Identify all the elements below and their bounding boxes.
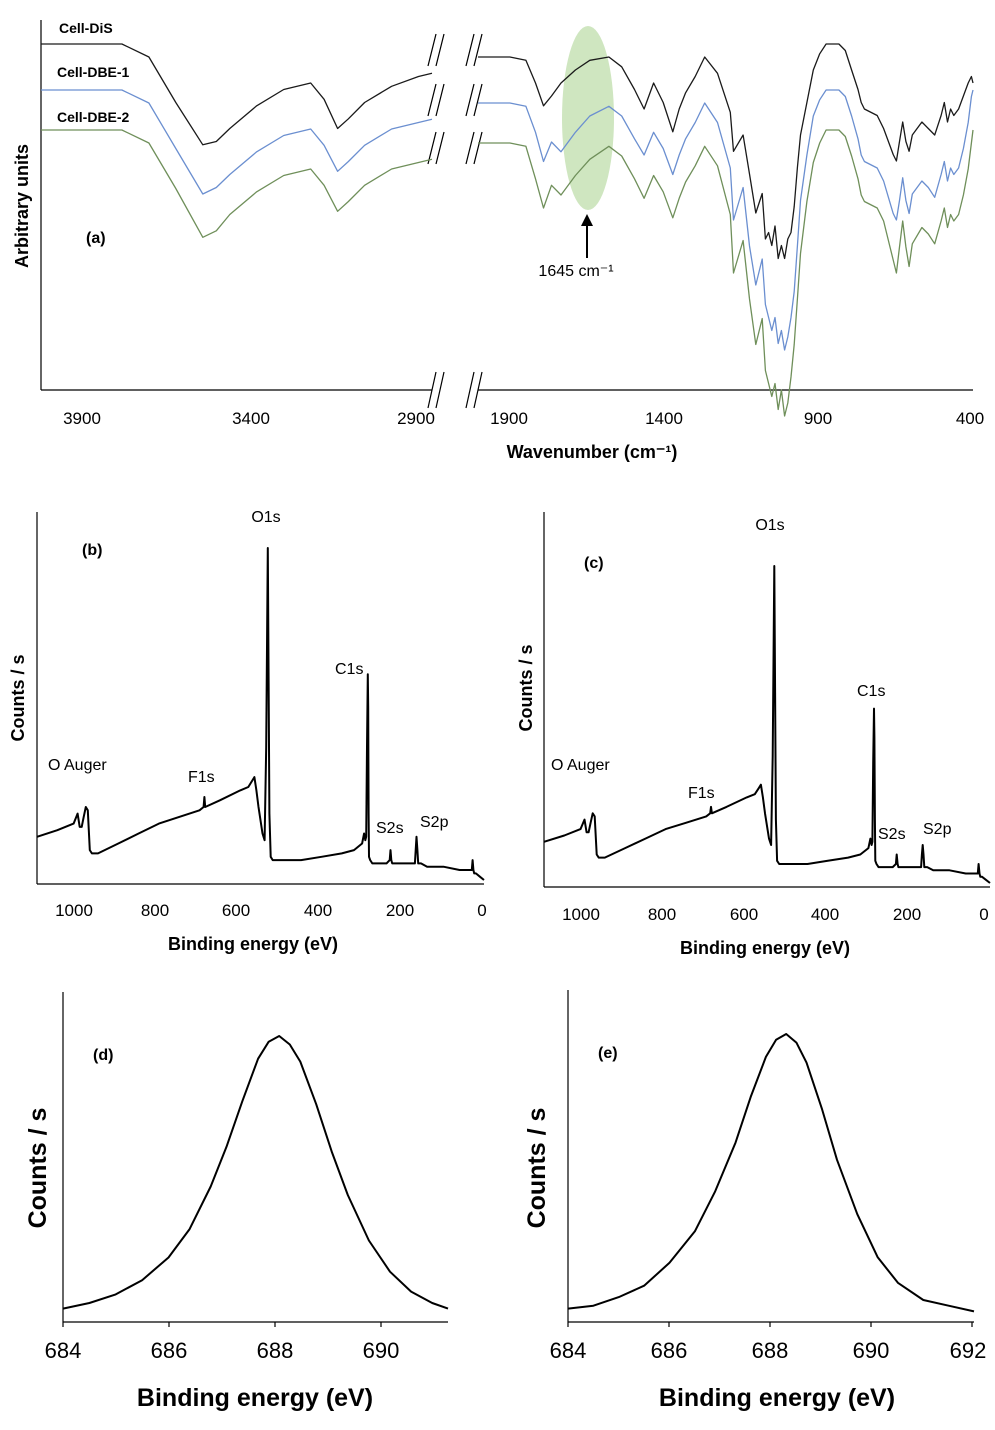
x-tick-label: 2900	[397, 409, 435, 428]
x-tick-label: 688	[752, 1338, 789, 1363]
peak-label: O1s	[755, 517, 784, 534]
ticks-e	[567, 1322, 973, 1327]
series-group-b	[36, 547, 485, 881]
series-line-cell-dbe-2-right	[478, 129, 974, 417]
series-line-cell-dbe-2-left	[41, 129, 433, 238]
peak-label: F1s	[688, 785, 715, 802]
series-line-cell-dis-left	[41, 43, 433, 146]
series-label-cell-dbe-2: Cell-DBE-2	[57, 109, 130, 125]
x-axis-title-b: Binding energy (eV)	[168, 934, 338, 954]
series-line-cell-dbe-1-left	[41, 89, 433, 195]
y-axis-title-e: Counts / s	[523, 1108, 551, 1229]
x-tick-label: 686	[151, 1338, 188, 1363]
x-tick-label: 3400	[232, 409, 270, 428]
peak-label: S2p	[923, 821, 952, 838]
y-axis-title-b: Counts / s	[8, 654, 28, 741]
panel-a: 3900 3400 2900 1900 1400 900 400 Wavenum…	[12, 20, 984, 462]
spectrum-line	[36, 547, 485, 881]
peak-label: S2s	[376, 820, 404, 837]
x-tick-label: 600	[730, 905, 758, 924]
y-axis-title-a: Arbitrary units	[12, 144, 32, 268]
annotation-arrow-head	[581, 214, 593, 226]
series-line-cell-dis-right	[478, 43, 974, 260]
panel-label-d: (d)	[93, 1047, 113, 1064]
panel-b: 1000 800 600 400 200 0 Binding energy (e…	[8, 509, 487, 954]
x-tick-label: 1400	[645, 409, 683, 428]
x-axis-title-a: Wavenumber (cm⁻¹)	[507, 442, 678, 462]
panel-e: 684 686 688 690 692 Binding energy (eV) …	[523, 990, 986, 1412]
x-tick-label: 0	[477, 901, 486, 920]
y-axis-title-d: Counts / s	[24, 1108, 52, 1229]
panel-label-b: (b)	[82, 542, 102, 559]
peak-label: S2p	[420, 814, 449, 831]
annotation-1645: 1645 cm⁻¹	[538, 263, 613, 280]
panel-label-e: (e)	[598, 1045, 618, 1062]
series-label-cell-dis: Cell-DiS	[59, 20, 113, 36]
panel-c: 1000 800 600 400 200 0 Binding energy (e…	[516, 512, 991, 958]
peak-label: O Auger	[48, 757, 107, 774]
spectrum-line	[543, 565, 991, 884]
x-tick-label: 200	[386, 901, 414, 920]
x-tick-label: 900	[804, 409, 832, 428]
x-tick-label: 1000	[562, 905, 600, 924]
x-tick-label: 684	[550, 1338, 587, 1363]
x-tick-label: 1000	[55, 901, 93, 920]
x-tick-label: 690	[853, 1338, 890, 1363]
x-tick-label: 800	[141, 901, 169, 920]
f1s-peak-line	[567, 1033, 975, 1313]
x-tick-label: 200	[893, 905, 921, 924]
x-axis-title-d: Binding energy (eV)	[137, 1384, 373, 1412]
peak-label: O Auger	[551, 757, 610, 774]
x-axis-title-e: Binding energy (eV)	[659, 1384, 895, 1412]
f1s-peak-line	[62, 1035, 449, 1310]
peak-label: F1s	[188, 769, 215, 786]
y-axis-title-c: Counts / s	[516, 644, 536, 731]
x-tick-label: 400	[956, 409, 984, 428]
x-tick-label: 684	[45, 1338, 82, 1363]
panel-label-a: (a)	[86, 230, 106, 247]
x-tick-label: 400	[811, 905, 839, 924]
panel-label-c: (c)	[584, 555, 604, 572]
peak-label: O1s	[251, 509, 280, 526]
x-tick-label: 1900	[490, 409, 528, 428]
x-tick-label: 400	[304, 901, 332, 920]
x-tick-label: 692	[950, 1338, 987, 1363]
x-tick-label: 0	[979, 905, 988, 924]
series-group-e	[567, 1033, 975, 1313]
peak-label: C1s	[335, 661, 363, 678]
x-tick-label: 690	[363, 1338, 400, 1363]
x-axis-title-c: Binding energy (eV)	[680, 938, 850, 958]
series-group-d	[62, 1035, 449, 1310]
series-group-a	[41, 43, 974, 417]
axis-break-marks	[427, 33, 483, 409]
series-line-cell-dbe-1-right	[478, 89, 974, 351]
x-tick-label: 686	[651, 1338, 688, 1363]
peak-label: S2s	[878, 826, 906, 843]
panel-d: 684 686 688 690 Binding energy (eV) Coun…	[24, 992, 449, 1412]
ticks-d	[62, 1322, 382, 1327]
x-tick-label: 600	[222, 901, 250, 920]
x-tick-label: 3900	[63, 409, 101, 428]
series-group-c	[543, 565, 991, 884]
series-label-cell-dbe-1: Cell-DBE-1	[57, 64, 130, 80]
x-tick-label: 800	[648, 905, 676, 924]
peak-label: C1s	[857, 683, 885, 700]
x-tick-label: 688	[257, 1338, 294, 1363]
